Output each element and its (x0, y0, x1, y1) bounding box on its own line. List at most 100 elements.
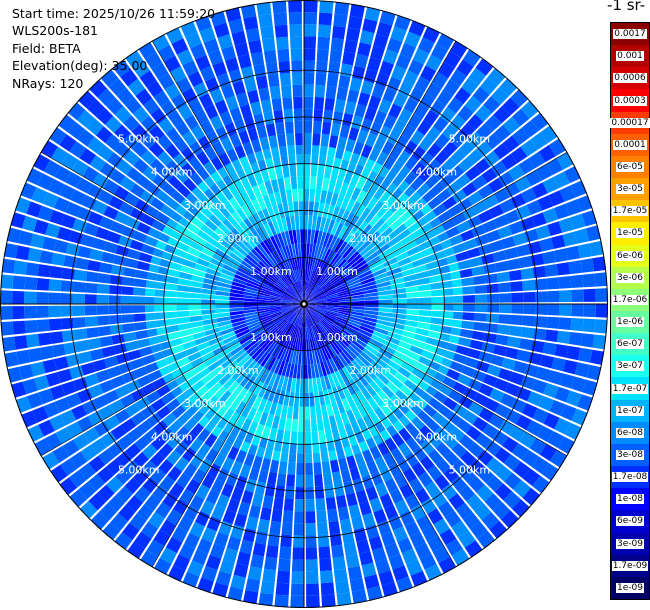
ray-cell (127, 349, 142, 361)
ray-cell (505, 409, 521, 425)
ray-cell (209, 381, 223, 395)
ray-cell (166, 268, 181, 278)
ray-cell (437, 364, 450, 376)
ray-cell (375, 276, 390, 285)
ray-cell (51, 146, 69, 165)
ray-cell (327, 204, 336, 220)
ray-cell (359, 551, 374, 566)
ray-cell (261, 337, 273, 350)
ray-cell (321, 461, 331, 474)
ray-cell (327, 441, 336, 452)
ray-cell (392, 119, 407, 135)
ray-cell (309, 188, 316, 202)
ray-cell (140, 550, 158, 568)
ray-cell (211, 425, 223, 438)
ray-cell (269, 295, 282, 300)
ray-cell (390, 322, 405, 330)
ray-cell (222, 457, 235, 472)
ray-cell (344, 273, 358, 283)
ray-cell (349, 311, 365, 317)
ray-cell (350, 294, 365, 299)
ray-cell (386, 182, 398, 195)
ray-cell (177, 104, 193, 120)
ray-cell (257, 299, 270, 303)
ray-cell (188, 292, 202, 299)
ray-cell (72, 218, 88, 233)
ray-cell (490, 354, 505, 367)
ray-cell (262, 568, 276, 583)
ray-cell (111, 334, 125, 345)
ray-cell (246, 201, 257, 215)
range-ring-label: 2.00km (349, 232, 391, 245)
ray-cell (481, 167, 498, 184)
ray-cell (305, 257, 309, 270)
ray-cell (336, 316, 348, 323)
ray-cell (97, 484, 115, 502)
ray-cell (197, 135, 212, 151)
ray-cell (89, 79, 108, 98)
ray-cell (298, 419, 304, 432)
ray-cell (187, 560, 204, 577)
ray-cell (247, 153, 257, 165)
ray-cell (310, 270, 315, 282)
ray-cell (201, 304, 216, 310)
ray-cell (276, 265, 285, 276)
ray-cell (275, 317, 286, 327)
ray-cell (535, 225, 551, 240)
ray-cell (345, 27, 361, 42)
ray-cell (201, 313, 217, 321)
ray-cell (336, 400, 346, 414)
ray-cell (10, 381, 27, 398)
ray-cell (260, 241, 271, 255)
ray-cell (135, 88, 153, 106)
ray-cell (301, 315, 304, 328)
ray-cell (78, 463, 96, 481)
ray-cell (66, 393, 82, 408)
ray-cell (346, 492, 358, 507)
ray-cell (373, 33, 389, 49)
ray-cell (69, 489, 88, 508)
ray-cell (228, 411, 241, 426)
ray-cell (355, 263, 369, 274)
ray-cell (304, 327, 306, 340)
ray-cell (473, 392, 489, 407)
ray-cell (301, 350, 304, 365)
ray-cell (509, 325, 523, 337)
ray-cell (150, 197, 165, 211)
ray-cell (116, 486, 133, 503)
ray-cell (159, 341, 171, 351)
ray-cell (460, 467, 477, 484)
ray-cell (73, 433, 90, 450)
ray-cell (80, 362, 96, 376)
ray-cell (179, 362, 194, 375)
ray-cell (452, 353, 467, 365)
ray-cell (444, 510, 462, 528)
ray-cell (318, 335, 326, 347)
ray-cell (409, 345, 424, 356)
ray-cell (390, 241, 404, 252)
ray-cell (336, 495, 348, 509)
ray-cell (27, 247, 42, 263)
ray-cell (481, 512, 500, 530)
ray-cell (353, 141, 365, 156)
ray-cell (372, 218, 385, 231)
ray-cell (592, 334, 607, 350)
ray-cell (462, 182, 478, 197)
ray-cell (307, 281, 312, 293)
ray-cell (324, 288, 336, 295)
ray-cell (207, 463, 221, 478)
ray-cell (228, 18, 244, 34)
nrays-text: NRays: 120 (12, 75, 84, 91)
ray-cell (271, 329, 281, 339)
ray-cell (441, 325, 452, 334)
ray-cell (305, 499, 315, 512)
ray-cell (316, 274, 325, 285)
ray-cell (256, 446, 266, 458)
ray-cell (474, 503, 492, 521)
ray-cell (30, 361, 46, 377)
ray-cell (176, 284, 190, 292)
ray-cell (130, 411, 146, 426)
ray-cell (342, 51, 356, 66)
ray-cell (191, 379, 205, 393)
ray-cell (251, 327, 265, 338)
